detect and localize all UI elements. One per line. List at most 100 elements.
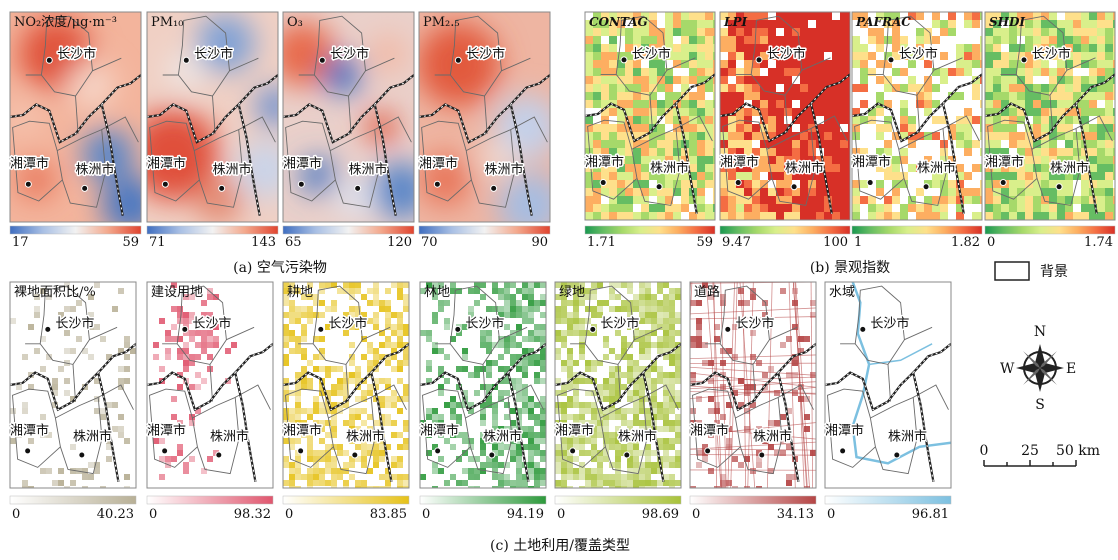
cover-cell	[669, 462, 675, 468]
index-cell	[728, 44, 736, 52]
cover-cell	[669, 456, 675, 462]
cover-cell	[349, 288, 355, 294]
index-cell	[832, 68, 840, 76]
panel-title: LPI	[723, 15, 747, 29]
index-cell	[1041, 124, 1049, 132]
cover-cell	[633, 420, 639, 426]
index-cell	[705, 68, 713, 76]
colorbar-min: 0	[557, 507, 565, 522]
index-cell	[728, 124, 736, 132]
cover-cell	[555, 486, 561, 492]
cover-cell	[798, 336, 804, 342]
cover-cell	[657, 288, 663, 294]
place-label: 株洲市	[76, 162, 115, 178]
colorbar-max: 143	[251, 235, 276, 250]
index-cell	[908, 84, 916, 92]
cover-cell	[403, 306, 409, 312]
cover-cell	[786, 474, 792, 480]
index-cell	[760, 36, 768, 44]
index-cell	[625, 180, 633, 188]
cover-cell	[675, 360, 681, 366]
index-cell	[972, 196, 980, 204]
index-cell	[625, 196, 633, 204]
cover-cell	[633, 360, 639, 366]
cover-cell	[555, 444, 561, 450]
index-cell	[728, 212, 736, 220]
place-label: 株洲市	[650, 160, 689, 176]
index-cell	[1009, 60, 1017, 68]
cover-cell	[301, 312, 307, 318]
index-cell	[625, 28, 633, 36]
index-cell	[876, 188, 884, 196]
panel-title: 林地	[424, 285, 450, 300]
cover-cell	[609, 348, 615, 354]
cover-cell	[76, 336, 82, 342]
cover-cell	[555, 336, 561, 342]
index-cell	[892, 68, 900, 76]
index-cell	[985, 60, 993, 68]
cover-cell	[391, 282, 397, 288]
place-label: 株洲市	[73, 429, 112, 445]
index-cell	[808, 204, 816, 212]
index-cell	[625, 204, 633, 212]
index-cell	[665, 28, 673, 36]
city-dot	[705, 448, 711, 454]
index-cell	[876, 36, 884, 44]
cover-cell	[82, 486, 88, 492]
cover-cell	[337, 378, 343, 384]
cover-cell	[591, 306, 597, 312]
index-cell	[1065, 92, 1073, 100]
index-cell	[681, 76, 689, 84]
index-cell	[940, 204, 948, 212]
index-cell	[720, 36, 728, 44]
colorbar	[283, 226, 414, 234]
index-cell	[1089, 100, 1097, 108]
index-cell	[916, 204, 924, 212]
cover-cell	[669, 294, 675, 300]
cover-cell	[450, 474, 456, 480]
index-cell	[1105, 204, 1113, 212]
cover-cell	[567, 474, 573, 480]
index-cell	[1041, 36, 1049, 44]
cover-cell	[645, 354, 651, 360]
cover-cell	[633, 366, 639, 372]
index-cell	[964, 132, 972, 140]
city-dot	[600, 180, 606, 186]
index-cell	[1073, 20, 1081, 28]
index-cell	[1073, 28, 1081, 36]
index-cell	[641, 212, 649, 220]
cover-cell	[385, 486, 391, 492]
cover-cell	[189, 336, 195, 342]
index-cell	[705, 108, 713, 116]
index-cell	[1105, 60, 1113, 68]
colorbar-min: 9.47	[722, 235, 751, 250]
index-cell	[993, 180, 1001, 188]
index-cell	[876, 92, 884, 100]
index-cell	[993, 172, 1001, 180]
index-cell	[832, 28, 840, 36]
legend-swatch	[995, 262, 1029, 280]
index-cell	[800, 188, 808, 196]
cover-cell	[385, 342, 391, 348]
cover-cell	[639, 312, 645, 318]
index-cell	[1105, 180, 1113, 188]
cover-cell	[313, 480, 319, 486]
cover-cell	[756, 486, 762, 492]
cover-cell	[567, 486, 573, 492]
cover-cell	[651, 450, 657, 456]
cover-cell	[567, 372, 573, 378]
place-label: 株洲市	[349, 162, 388, 178]
cover-cell	[579, 474, 585, 480]
place-label: 长沙市	[192, 315, 231, 331]
index-cell	[892, 196, 900, 204]
cover-cell	[675, 294, 681, 300]
index-cell	[601, 60, 609, 68]
cover-cell	[528, 432, 534, 438]
colorbar-min: 70	[421, 235, 438, 250]
index-cell	[1065, 76, 1073, 84]
cover-cell	[651, 486, 657, 492]
cover-cell	[603, 354, 609, 360]
index-cell	[657, 196, 665, 204]
index-cell	[625, 164, 633, 172]
index-cell	[633, 108, 641, 116]
